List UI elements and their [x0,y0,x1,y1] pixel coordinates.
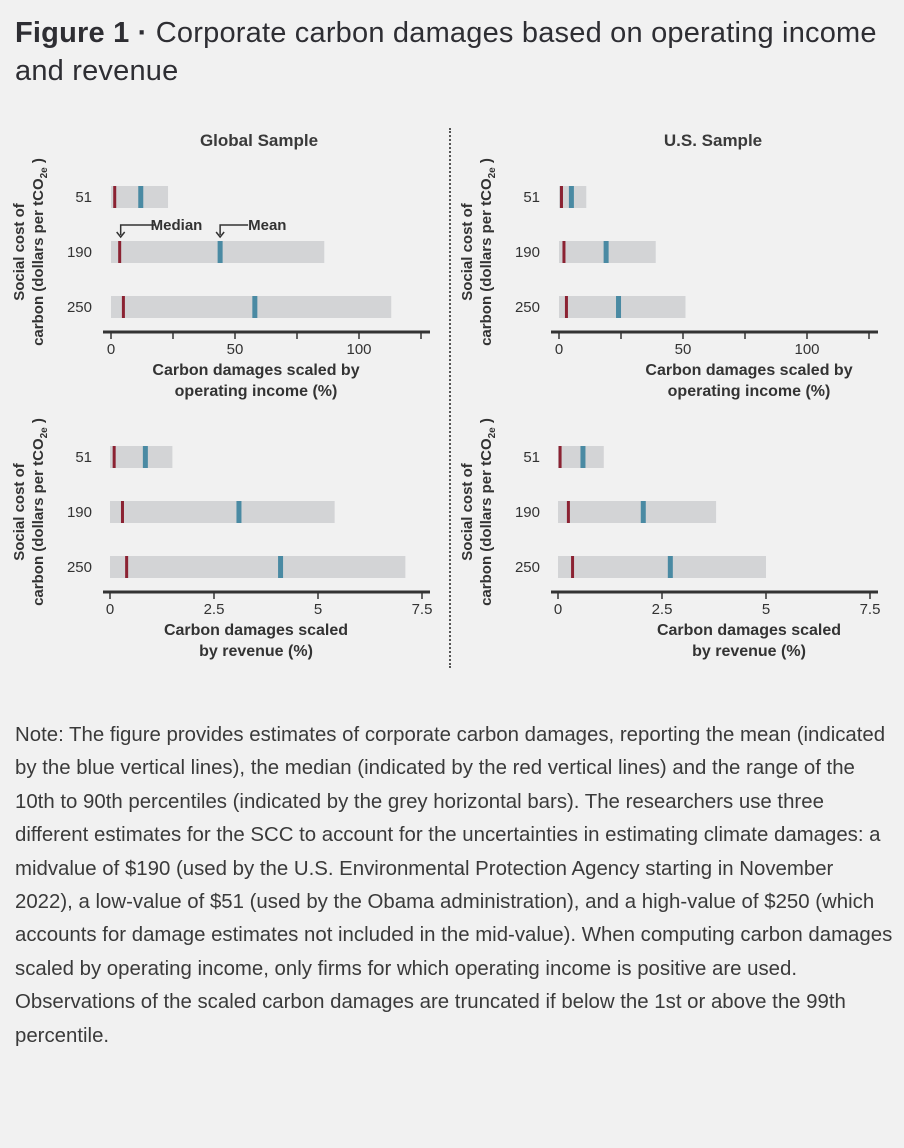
percentile-range-bar [558,556,766,578]
y-axis-title-line2: carbon (dollars per tCO2e ) [30,158,50,346]
x-tick-label: 0 [554,601,562,618]
y-axis-title-line2: carbon (dollars per tCO2e ) [478,158,498,346]
x-tick-label: 2.5 [204,601,225,618]
y-axis-title-line2: carbon (dollars per tCO2e ) [30,418,50,606]
percentile-range-bar [559,296,686,318]
x-axis-title-line: Carbon damages scaled [164,622,348,639]
percentile-range-bar [558,501,717,523]
mean-line [278,556,284,578]
median-line [562,241,566,263]
percentile-range-bar [110,556,406,578]
y-tick-label: 250 [67,299,92,316]
percentile-range-bar [110,446,173,468]
x-tick-label: 0 [106,601,114,618]
x-axis-title-line: by revenue (%) [692,643,806,660]
mean-line [252,296,258,318]
median-annotation-leader [119,224,155,235]
chart-global-revenue: Social cost of carbon (dollars per tCO2e … [11,418,433,660]
median-line [113,186,117,208]
x-axis-title-line: by revenue (%) [199,643,313,660]
y-tick-label: 190 [515,244,540,261]
mean-annotation-label: Mean [248,217,286,234]
us-sample-title: U.S. Sample [663,131,763,150]
x-axis-title-line: Carbon damages scaled [657,622,841,639]
y-tick-label: 51 [75,189,92,206]
y-axis-title-line1: Social cost of [11,462,28,561]
y-tick-label: 190 [67,504,92,521]
y-axis-title-line1: Social cost of [11,202,28,301]
x-tick-label: 5 [314,601,322,618]
x-tick-label: 0 [107,341,115,358]
mean-line [236,501,242,523]
mean-line [580,446,586,468]
chart-us-operating-income: Social cost of carbon (dollars per tCO2e … [459,158,878,400]
chart-us-revenue: Social cost of carbon (dollars per tCO2e … [459,418,881,660]
mean-line [142,446,148,468]
x-axis-title-line: operating income (%) [668,383,831,400]
x-tick-label: 2.5 [652,601,673,618]
median-line [121,296,125,318]
y-tick-label: 190 [67,244,92,261]
x-tick-label: 50 [227,341,244,358]
x-tick-label: 0 [555,341,563,358]
y-axis-title-line1: Social cost of [459,202,476,301]
y-tick-label: 250 [67,559,92,576]
global-sample-title: Global Sample [199,131,319,150]
chart-global-operating-income: Social cost of carbon (dollars per tCO2e … [11,158,430,400]
median-line [112,446,116,468]
mean-line [616,296,622,318]
mean-arrowhead-icon [215,231,225,239]
x-tick-label: 50 [675,341,692,358]
x-axis-title-line: operating income (%) [175,383,338,400]
median-arrowhead-icon [116,231,126,239]
figure-label: Figure 1 · [15,17,148,49]
x-tick-label: 100 [794,341,819,358]
percentile-range-bar [110,501,335,523]
y-axis-title-line1: Social cost of [459,462,476,561]
y-tick-label: 51 [75,449,92,466]
x-axis-title-line: Carbon damages scaled by [152,362,359,379]
x-tick-label: 100 [346,341,371,358]
column-divider [449,128,451,668]
median-line [559,186,563,208]
median-line [564,296,568,318]
x-tick-label: 7.5 [860,601,881,618]
median-line [558,446,562,468]
mean-annotation-leader [219,224,249,235]
median-line [120,501,124,523]
mean-line [603,241,609,263]
median-line [571,556,575,578]
figure-title-text: Corporate carbon damages based on operat… [15,17,877,87]
y-tick-label: 250 [515,559,540,576]
mean-line [667,556,673,578]
median-line [566,501,570,523]
median-line [118,241,122,263]
median-annotation-label: Median [151,217,203,234]
figure-note: Note: The figure provides estimates of c… [15,724,893,1047]
x-tick-label: 5 [762,601,770,618]
mean-line [640,501,646,523]
mean-line [568,186,574,208]
median-line [125,556,129,578]
y-tick-label: 250 [515,299,540,316]
x-axis-title-line: Carbon damages scaled by [645,362,852,379]
x-tick-label: 7.5 [412,601,433,618]
y-tick-label: 190 [515,504,540,521]
percentile-range-bar [111,296,392,318]
y-axis-title-line2: carbon (dollars per tCO2e ) [478,418,498,606]
mean-line [217,241,223,263]
y-tick-label: 51 [523,449,540,466]
mean-line [138,186,144,208]
y-tick-label: 51 [523,189,540,206]
figure-title: Figure 1 · Corporate carbon damages base… [15,14,885,90]
